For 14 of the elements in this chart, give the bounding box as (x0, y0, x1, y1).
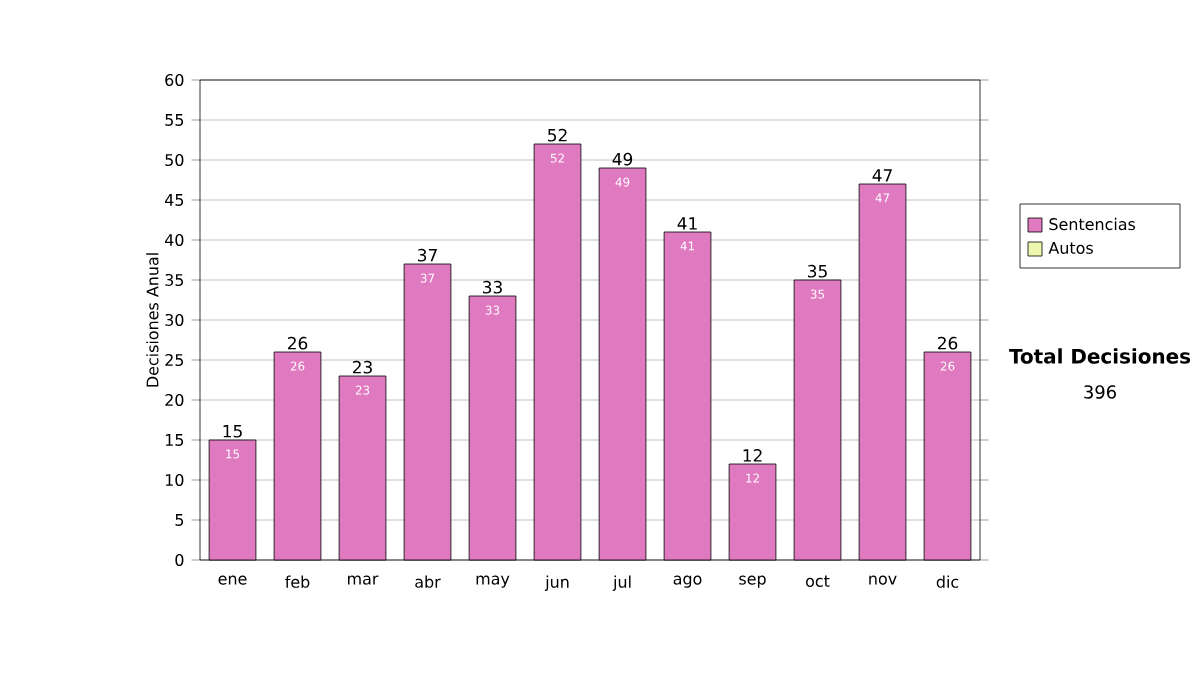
data-label: 26 (937, 336, 958, 350)
text: Total Decisiones (1009, 348, 1191, 364)
data-label: 35 (808, 264, 827, 278)
data-label: 15 (223, 425, 242, 438)
data-label: 26 (287, 336, 308, 350)
data-label: 52 (548, 128, 567, 142)
data-label: 41 (677, 217, 697, 230)
data-label: 37 (418, 248, 437, 262)
data-label: 47 (872, 169, 892, 182)
text: 396 (1084, 385, 1116, 399)
data-label: 49 (612, 152, 633, 166)
data-label: 12 (743, 449, 762, 462)
data-label: 23 (352, 360, 372, 374)
data-label: 33 (483, 280, 502, 294)
